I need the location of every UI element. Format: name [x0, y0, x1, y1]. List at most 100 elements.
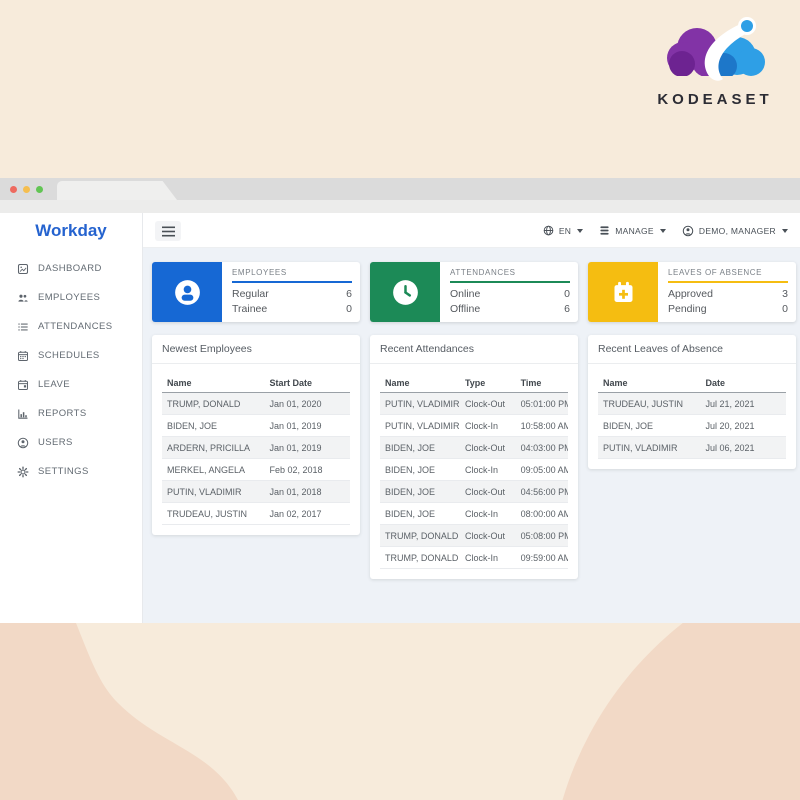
sidebar: Workday DASHBOARD EMPLOYEES ATTENDANCES SCH…	[0, 213, 143, 623]
sidebar-toggle-button[interactable]	[155, 221, 181, 241]
stat-card-title: LEAVES OF ABSENCE	[668, 268, 788, 283]
stat-metric-label: Approved	[668, 288, 713, 300]
stat-metric-label: Regular	[232, 288, 269, 300]
chevron-down-icon	[659, 228, 666, 233]
calendar-icon	[17, 350, 29, 362]
stat-card-body: ATTENDANCES Online 0 Offline 6	[440, 262, 578, 322]
table-cell: Jan 01, 2018	[264, 480, 350, 503]
table-cell: TRUMP, DONALD	[380, 546, 460, 569]
stat-card-title: EMPLOYEES	[232, 268, 352, 283]
table-card: Newest Employees Name Start Date TRUMP, DON…	[152, 335, 360, 535]
table-cell: TRUMP, DONALD	[380, 524, 460, 547]
stat-metric-value: 6	[564, 303, 570, 315]
stat-card: ATTENDANCES Online 0 Offline 6	[370, 262, 578, 322]
table-cell: 08:00:00 AM	[515, 502, 568, 525]
calendar-plus-icon	[588, 262, 658, 322]
table-cell: 09:05:00 AM	[515, 458, 568, 481]
user-label: DEMO, MANAGER	[698, 225, 776, 236]
table-cell: Feb 02, 2018	[264, 458, 350, 481]
sidebar-item-schedules[interactable]: SCHEDULES	[0, 341, 142, 370]
table-cell: BIDEN, JOE	[380, 502, 460, 525]
table-cell: PUTIN, VLADIMIR	[380, 392, 460, 415]
language-dropdown[interactable]: EN	[543, 225, 584, 236]
stat-metric-value: 6	[346, 288, 352, 300]
table-header-row: Name Type Time	[380, 374, 568, 393]
sidebar-item-users[interactable]: USERS	[0, 428, 142, 457]
table-cell: Jan 01, 2020	[264, 392, 350, 415]
table-card: Recent Attendances Name Type Time PUTIN, VLA…	[370, 335, 578, 579]
table-column-header: Start Date	[264, 374, 350, 393]
browser-titlebar	[0, 178, 800, 200]
table-row: BIDEN, JOE Clock-Out 04:03:00 PM	[380, 436, 568, 459]
table-cell: Clock-Out	[459, 480, 516, 503]
topbar-actions: EN MANAGE	[543, 213, 788, 248]
table-cell: Clock-In	[459, 414, 516, 437]
stat-metric: Regular 6	[232, 287, 352, 302]
table-cell: PUTIN, VLADIMIR	[380, 414, 460, 437]
app-brand[interactable]: Workday	[35, 221, 107, 240]
table-cell: PUTIN, VLADIMIR	[162, 480, 265, 503]
table-cell: Clock-Out	[459, 392, 516, 415]
table-cell: Jan 02, 2017	[264, 502, 350, 525]
sidebar-item-dashboard[interactable]: DASHBOARD	[0, 254, 142, 283]
stat-card-body: EMPLOYEES Regular 6 Trainee 0	[222, 262, 360, 322]
user-circle-icon	[17, 437, 29, 449]
table-card-title: Recent Attendances	[370, 335, 578, 364]
main-content: EMPLOYEES Regular 6 Trainee 0 ATTENDANCES Onli…	[143, 248, 800, 623]
list-icon	[17, 321, 29, 333]
maximize-button[interactable]	[36, 186, 43, 193]
table-row: PUTIN, VLADIMIR Jan 01, 2018	[162, 480, 350, 503]
table-row: TRUMP, DONALD Clock-In 09:59:00 AM	[380, 546, 568, 569]
table-row: PUTIN, VLADIMIR Clock-Out 05:01:00 PM	[380, 392, 568, 415]
layers-icon	[600, 226, 609, 235]
app-window: Workday DASHBOARD EMPLOYEES ATTENDANCES SCH…	[0, 213, 800, 623]
manage-dropdown[interactable]: MANAGE	[599, 225, 666, 236]
table-cell: Jul 20, 2021	[700, 414, 786, 437]
stat-card-body: LEAVES OF ABSENCE Approved 3 Pending 0	[658, 262, 796, 322]
decorative-blobs	[0, 623, 800, 800]
sidebar-item-employees[interactable]: EMPLOYEES	[0, 283, 142, 312]
table-cell: 05:08:00 PM	[515, 524, 568, 547]
minimize-button[interactable]	[23, 186, 30, 193]
table-row: TRUMP, DONALD Jan 01, 2020	[162, 392, 350, 415]
stat-metric: Online 0	[450, 287, 570, 302]
sidebar-nav: DASHBOARD EMPLOYEES ATTENDANCES SCHEDULES LE…	[0, 254, 142, 486]
sidebar-item-label: SETTINGS	[38, 466, 89, 477]
data-table: Name Date TRUDEAU, JUSTIN Jul 21, 2021 BIDEN…	[598, 374, 786, 459]
language-label: EN	[558, 225, 572, 236]
stat-metric-label: Pending	[668, 303, 707, 315]
manage-label: MANAGE	[615, 225, 654, 236]
table-cell: PUTIN, VLADIMIR	[598, 436, 701, 459]
table-cell: Clock-In	[459, 502, 516, 525]
data-table: Name Type Time PUTIN, VLADIMIR Clock-Out 05:0…	[380, 374, 568, 569]
stat-card: EMPLOYEES Regular 6 Trainee 0	[152, 262, 360, 322]
browser-tab[interactable]	[57, 181, 177, 200]
table-row: ARDERN, PRICILLA Jan 01, 2019	[162, 436, 350, 459]
stat-metric: Trainee 0	[232, 302, 352, 317]
close-button[interactable]	[10, 186, 17, 193]
table-cell: Clock-Out	[459, 436, 516, 459]
table-row: BIDEN, JOE Jul 20, 2021	[598, 414, 786, 437]
user-dropdown[interactable]: DEMO, MANAGER	[682, 225, 788, 237]
sidebar-item-label: ATTENDANCES	[38, 321, 113, 332]
sidebar-item-leave[interactable]: LEAVE	[0, 370, 142, 399]
table-cell: Jul 06, 2021	[700, 436, 786, 459]
bar-chart-icon	[17, 408, 29, 420]
table-cell: 05:01:00 PM	[515, 392, 568, 415]
sidebar-item-label: SCHEDULES	[38, 350, 100, 361]
table-column-header: Name	[380, 374, 460, 393]
table-cell: MERKEL, ANGELA	[162, 458, 265, 481]
table-cell: BIDEN, JOE	[598, 414, 701, 437]
table-card-body: Name Start Date TRUMP, DONALD Jan 01, 2020 B…	[152, 364, 360, 535]
chevron-down-icon	[782, 228, 788, 233]
table-header-row: Name Start Date	[162, 374, 350, 393]
stat-metric: Pending 0	[668, 302, 788, 317]
stat-metric-label: Trainee	[232, 303, 268, 315]
sidebar-item-reports[interactable]: REPORTS	[0, 399, 142, 428]
table-row: BIDEN, JOE Clock-Out 04:56:00 PM	[380, 480, 568, 503]
sidebar-item-attendances[interactable]: ATTENDANCES	[0, 312, 142, 341]
table-column-header: Name	[162, 374, 265, 393]
dashboard-icon	[17, 263, 29, 275]
sidebar-item-settings[interactable]: SETTINGS	[0, 457, 142, 486]
table-row: TRUDEAU, JUSTIN Jan 02, 2017	[162, 502, 350, 525]
